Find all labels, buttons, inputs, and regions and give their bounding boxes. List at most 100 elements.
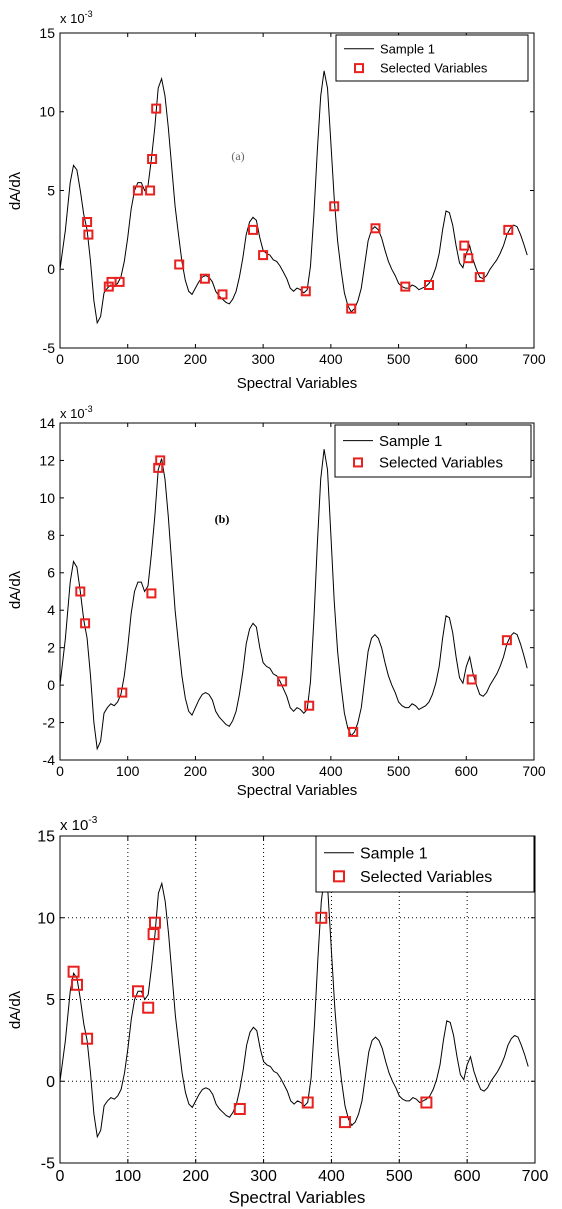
x-tick-label: 400	[319, 763, 343, 779]
y-tick-label: -5	[43, 340, 56, 356]
legend-entry-sample-1: Sample 1	[380, 41, 435, 56]
y-tick-label: 0	[47, 677, 55, 693]
selected-variable-marker	[233, 1103, 246, 1115]
series-line-sample-1	[59, 449, 528, 751]
selected-variable-marker	[315, 911, 328, 924]
x-tick-label: 700	[522, 1168, 549, 1185]
x-tick-label: 100	[115, 1168, 142, 1185]
x-tick-label: 300	[250, 1168, 277, 1185]
grid	[60, 836, 535, 1163]
y-tick-label: 6	[47, 565, 55, 581]
x-tick-label: 100	[116, 763, 140, 779]
legend-box	[334, 424, 532, 478]
y-tick-label: 5	[46, 992, 55, 1009]
selected-variable-marker	[277, 676, 288, 687]
selected-variable-marker	[75, 586, 86, 597]
legend-marker-swatch	[353, 457, 363, 468]
selected-variable-marker	[339, 1116, 351, 1129]
x-tick-label: 600	[455, 763, 479, 779]
y-tick-label: 10	[39, 490, 55, 506]
selected-variable-marker	[114, 276, 125, 287]
selected-variable-marker	[82, 217, 93, 227]
x-axis-label: Spectral Variables	[237, 782, 358, 799]
x-tick-label: 400	[318, 1168, 345, 1185]
chart-panel-b: x 10-3 dA/dλ Spectral Variables (b) 0 100…	[7, 404, 546, 799]
legend-entry-selected-variables: Selected Variables	[360, 869, 492, 886]
x-tick-label: 200	[184, 351, 208, 367]
x-tick-label: 700	[522, 351, 546, 367]
y-tick-label: -5	[41, 1156, 55, 1173]
y-tick-label: 8	[47, 527, 55, 543]
selected-variable-marker	[199, 273, 210, 284]
series-line-sample-1	[59, 70, 528, 325]
x-axis-label: Spectral Variables	[229, 1188, 366, 1207]
legend-box	[335, 34, 529, 82]
y-ticks: -5 0 5 10 15	[37, 829, 535, 1173]
selected-variable-marker	[80, 618, 91, 629]
y-tick-label: 10	[39, 104, 55, 120]
selected-variable-marker	[400, 281, 411, 292]
selected-variable-markers	[82, 103, 514, 314]
selected-variable-marker	[149, 916, 161, 929]
y-scale-label: x 10-3	[60, 815, 98, 834]
plot-frame	[59, 835, 536, 1164]
x-tick-label: 500	[387, 351, 411, 367]
selected-variable-marker	[300, 286, 311, 297]
selected-variable-marker	[151, 103, 162, 114]
y-tick-label: 15	[37, 829, 55, 846]
selected-variable-marker	[155, 455, 166, 466]
x-tick-label: 500	[386, 1168, 413, 1185]
selected-variable-marker	[301, 1096, 314, 1109]
selected-variable-marker	[132, 985, 144, 998]
chart-panel-c: x 10-3 dA/dλ Spectral Variables 0 100 200 3…	[7, 815, 548, 1207]
selected-variable-marker	[145, 185, 156, 196]
x-ticks: 0 100 200 300 400 500 600 700	[56, 836, 549, 1185]
selected-variable-marker	[503, 224, 514, 235]
y-axis-label: dA/dλ	[7, 990, 24, 1029]
selected-variable-marker	[474, 272, 485, 283]
selected-variable-marker	[67, 965, 80, 978]
series-line-sample-1	[59, 875, 529, 1139]
legend: Sample 1 Selected Variables	[335, 34, 529, 82]
y-scale-label: x 10-3	[60, 404, 93, 421]
legend-entry-sample-1: Sample 1	[379, 433, 442, 450]
selected-variable-marker	[466, 674, 477, 685]
legend-marker-swatch	[333, 870, 345, 883]
x-tick-label: 600	[455, 351, 479, 367]
selected-variable-markers	[75, 455, 512, 737]
legend-entry-selected-variables: Selected Variables	[379, 455, 503, 472]
selected-variable-marker	[147, 928, 160, 941]
panel-annotation: (b)	[215, 512, 230, 526]
x-tick-label: 0	[56, 763, 64, 779]
selected-variable-marker	[248, 224, 258, 235]
selected-variable-marker	[463, 253, 474, 264]
legend: Sample 1 Selected Variables	[334, 424, 532, 478]
selected-variable-marker	[217, 289, 228, 300]
selected-variable-marker	[258, 250, 269, 261]
legend-entry-selected-variables: Selected Variables	[380, 61, 488, 76]
legend: Sample 1 Selected Variables	[315, 835, 535, 893]
chart-panel-a: x 10-3 dA/dλ Spectral Variables (a) 0 100…	[7, 9, 546, 392]
x-tick-label: 500	[387, 763, 411, 779]
x-tick-label: 700	[522, 763, 546, 779]
y-tick-label: 4	[47, 602, 55, 618]
selected-variable-marker	[81, 1032, 94, 1045]
y-tick-label: 5	[47, 182, 55, 198]
y-axis-label: dA/dλ	[7, 171, 24, 210]
y-tick-label: 0	[47, 261, 55, 277]
selected-variable-markers	[67, 911, 433, 1129]
selected-variable-marker	[142, 1001, 155, 1014]
selected-variable-marker	[71, 978, 83, 991]
x-tick-label: 600	[454, 1168, 481, 1185]
y-tick-label: 15	[39, 25, 55, 41]
y-tick-label: 14	[39, 415, 55, 431]
y-ticks: -5 0 5 10 15	[39, 25, 534, 356]
y-axis-label: dA/dλ	[7, 570, 24, 609]
selected-variable-marker	[147, 154, 158, 164]
selected-variable-marker	[83, 229, 94, 240]
y-tick-label: -2	[43, 714, 56, 730]
selected-variable-marker	[146, 588, 157, 599]
selected-variable-marker	[348, 726, 359, 737]
selected-variable-marker	[304, 700, 315, 711]
